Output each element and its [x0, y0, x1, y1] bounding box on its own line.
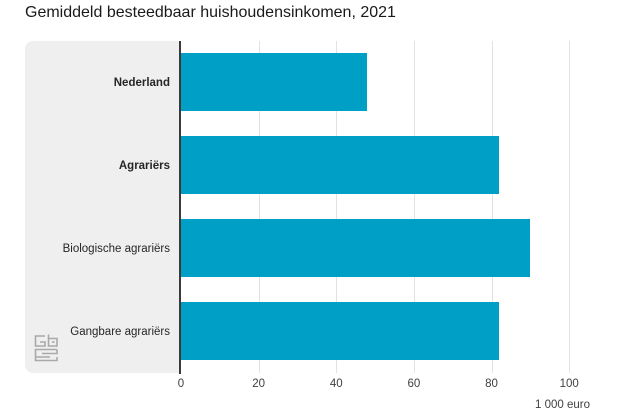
bar	[181, 136, 500, 194]
y-axis-line	[179, 41, 181, 374]
gridline	[491, 41, 493, 373]
category-label: Nederland	[113, 76, 170, 89]
plot-area	[181, 41, 608, 373]
x-tick-label: 100	[559, 378, 579, 390]
category-label: Gangbare agrariërs	[70, 325, 170, 338]
category-label-panel: Nederland Agrariërs Biologische agrariërs G…	[25, 41, 179, 373]
bar-row	[181, 124, 608, 207]
bar-row	[181, 290, 608, 373]
x-tick-label: 0	[177, 378, 185, 390]
bar	[181, 302, 500, 360]
gridline	[569, 41, 571, 373]
x-tick-label: 60	[407, 378, 421, 390]
x-tick-label: 80	[485, 378, 498, 390]
x-axis-unit-label: 1 000 euro	[535, 399, 590, 411]
gridline	[336, 41, 338, 373]
x-tick-label: 20	[252, 378, 265, 390]
gridline	[258, 41, 260, 373]
bar	[181, 219, 531, 277]
bar	[181, 53, 368, 111]
x-tick-label: 40	[329, 378, 343, 390]
cbs-logo-icon	[34, 334, 58, 362]
bar-series	[181, 41, 608, 373]
bar-row	[181, 41, 608, 124]
gridline	[413, 41, 415, 373]
category-labels: Nederland Agrariërs Biologische agrariërs G…	[25, 41, 179, 373]
bar-row	[181, 207, 608, 290]
category-label: Agrariërs	[118, 159, 170, 172]
chart-title: Gemiddeld besteedbaar huishoudensinkomen…	[25, 4, 396, 21]
category-label: Biologische agrariërs	[62, 242, 170, 255]
